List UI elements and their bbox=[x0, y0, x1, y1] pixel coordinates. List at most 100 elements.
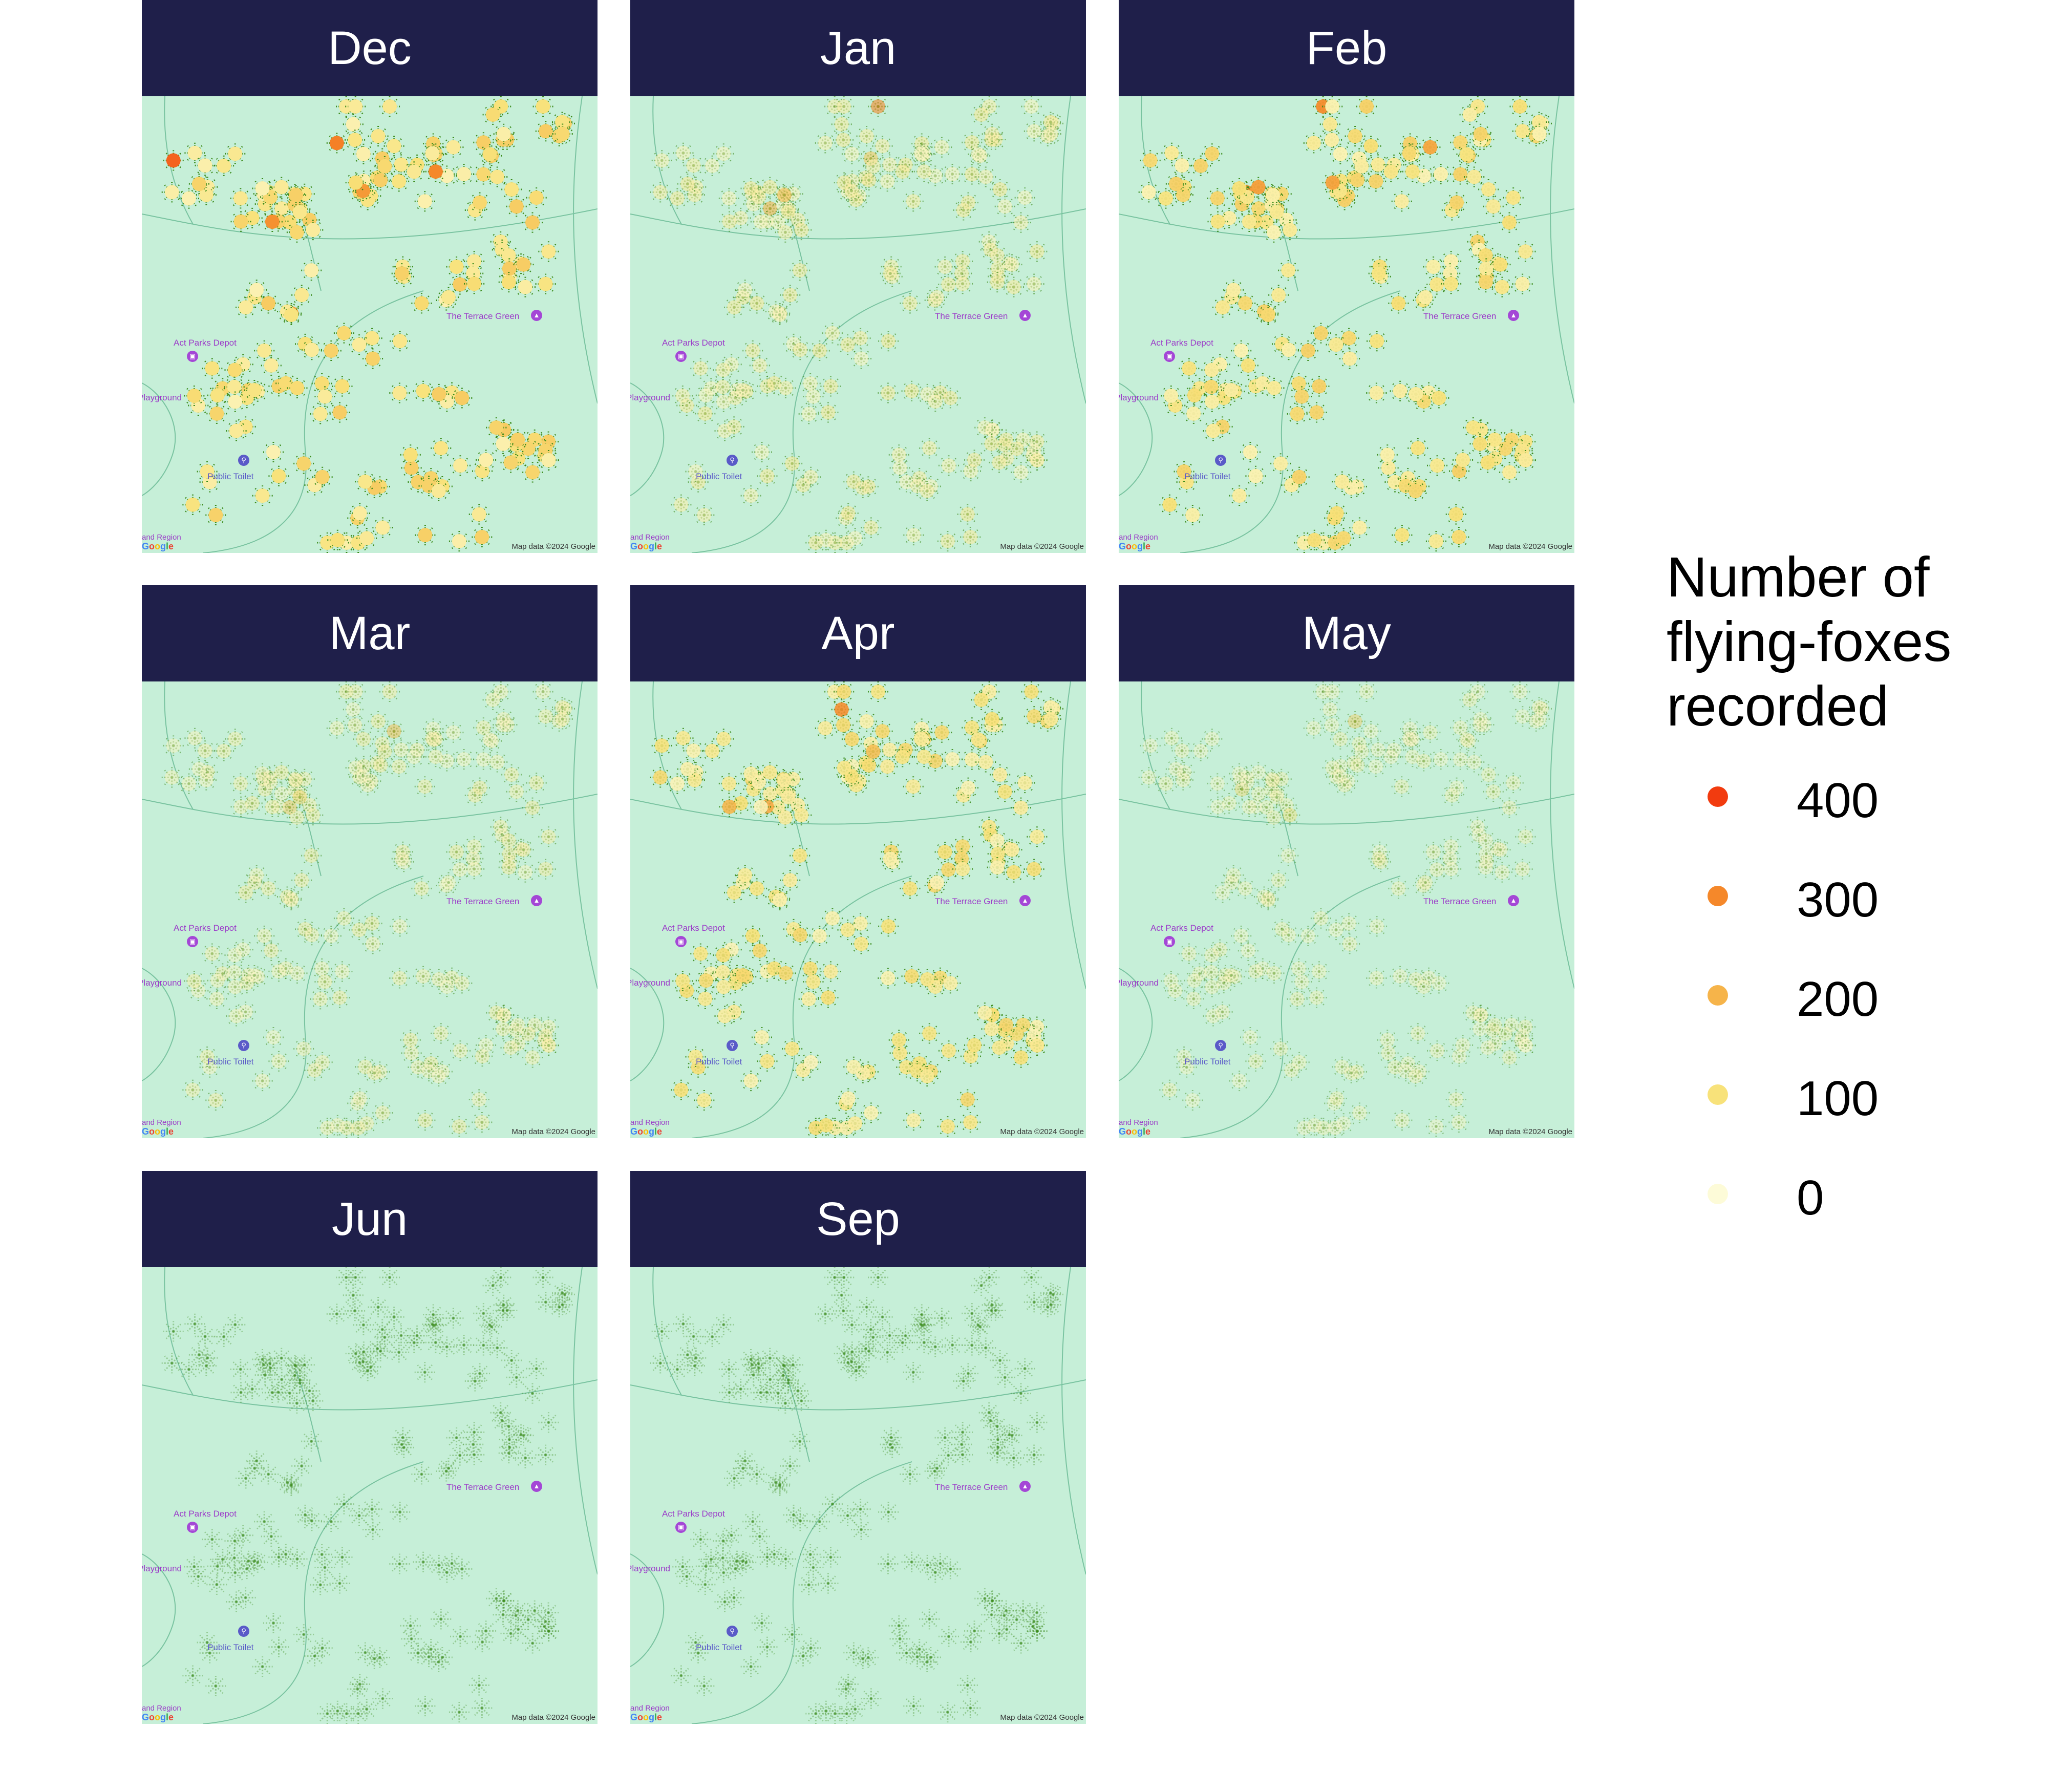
tree-marker bbox=[683, 740, 704, 761]
tree-marker bbox=[1165, 174, 1186, 195]
tree-marker bbox=[831, 114, 852, 135]
tree-marker bbox=[960, 1112, 981, 1133]
tree-marker bbox=[244, 1458, 265, 1479]
tree-marker bbox=[1383, 739, 1404, 760]
tree-marker bbox=[822, 908, 843, 929]
museum-icon: ▣ bbox=[675, 351, 687, 362]
tree-marker bbox=[549, 1296, 570, 1317]
tree-marker bbox=[446, 842, 467, 863]
tree-marker bbox=[732, 379, 753, 400]
tree-marker bbox=[526, 187, 547, 208]
tree-marker bbox=[673, 728, 694, 749]
tree-marker bbox=[952, 273, 973, 294]
tree-marker bbox=[481, 1316, 502, 1337]
tree-marker bbox=[450, 455, 471, 476]
legend-label: 0 bbox=[1797, 1170, 1824, 1225]
tree-marker bbox=[464, 1371, 485, 1392]
tree-marker bbox=[879, 739, 900, 760]
tree-marker bbox=[951, 848, 972, 869]
tree-marker bbox=[778, 202, 799, 223]
tree-marker bbox=[1258, 888, 1279, 909]
tree-marker bbox=[311, 1544, 332, 1565]
place-label-playground: Playground bbox=[630, 978, 671, 988]
tree-marker bbox=[878, 331, 899, 352]
tree-marker bbox=[953, 1371, 974, 1392]
tree-marker bbox=[1512, 1026, 1533, 1047]
tree-marker bbox=[522, 797, 543, 818]
tree-marker bbox=[1155, 773, 1176, 794]
place-label-depot: Act Parks Depot bbox=[1150, 338, 1213, 348]
google-logo: Google bbox=[1119, 541, 1151, 551]
tree-marker bbox=[671, 1665, 692, 1686]
tree-marker bbox=[1027, 1620, 1048, 1641]
tree-marker bbox=[798, 403, 819, 424]
tree-marker bbox=[413, 966, 434, 987]
tree-marker bbox=[838, 1088, 859, 1109]
tree-marker bbox=[834, 1343, 855, 1364]
tree-marker bbox=[1409, 1061, 1430, 1082]
tree-marker bbox=[1484, 1014, 1505, 1035]
tree-marker bbox=[952, 836, 973, 857]
tree-marker bbox=[1263, 222, 1284, 243]
tree-marker bbox=[329, 1573, 350, 1594]
tree-marker bbox=[1509, 681, 1530, 702]
tree-marker bbox=[522, 1047, 543, 1068]
tree-marker bbox=[1239, 797, 1260, 818]
museum-icon: ▣ bbox=[1164, 936, 1175, 947]
tree-marker bbox=[916, 1066, 937, 1087]
place-label-playground: Playground bbox=[142, 978, 182, 988]
tree-marker bbox=[800, 1544, 821, 1565]
tree-marker bbox=[400, 444, 421, 465]
tree-marker bbox=[355, 471, 376, 492]
tree-marker bbox=[498, 1416, 519, 1437]
tree-marker bbox=[1366, 382, 1387, 403]
tree-marker bbox=[184, 142, 205, 163]
tree-marker bbox=[301, 845, 322, 866]
tree-marker bbox=[178, 1359, 199, 1380]
tree-marker bbox=[1338, 328, 1359, 349]
tree-marker bbox=[1262, 769, 1283, 790]
tree-marker bbox=[1309, 376, 1330, 397]
tree-marker bbox=[343, 114, 364, 135]
tree-marker bbox=[252, 1349, 273, 1370]
legend-title: Number of flying-foxes recorded bbox=[1667, 545, 1951, 739]
tree-marker bbox=[401, 1042, 422, 1063]
tree-marker bbox=[279, 212, 300, 233]
tree-marker bbox=[286, 807, 307, 828]
tree-marker bbox=[391, 848, 412, 869]
tree-marker bbox=[713, 359, 734, 380]
tree-marker bbox=[868, 96, 889, 117]
tree-marker bbox=[284, 1365, 305, 1386]
tree-marker bbox=[327, 529, 348, 550]
region-label: and Region bbox=[142, 1704, 181, 1713]
tree-marker bbox=[1388, 878, 1409, 899]
tree-marker bbox=[526, 773, 547, 794]
tree-marker bbox=[271, 177, 292, 198]
tree-marker bbox=[919, 438, 940, 459]
tree-marker bbox=[450, 1626, 471, 1647]
tree-marker bbox=[513, 254, 534, 275]
road bbox=[573, 1267, 598, 1575]
tree-marker bbox=[522, 462, 543, 483]
tree-marker bbox=[1003, 276, 1024, 297]
tree-marker bbox=[1238, 940, 1258, 961]
tree-marker bbox=[1484, 429, 1505, 450]
tree-marker bbox=[1347, 169, 1368, 190]
tree-marker bbox=[713, 976, 734, 997]
tree-marker bbox=[214, 155, 234, 176]
tree-marker bbox=[293, 453, 314, 474]
tree-marker bbox=[1176, 1057, 1197, 1078]
tree-marker bbox=[538, 1035, 559, 1056]
tree-marker bbox=[1184, 970, 1205, 991]
tree-marker bbox=[291, 1456, 312, 1477]
tree-marker bbox=[452, 1559, 473, 1580]
tree-marker bbox=[182, 494, 203, 515]
tree-marker bbox=[878, 968, 899, 989]
tree-marker bbox=[996, 1600, 1017, 1621]
tree-marker bbox=[436, 1336, 457, 1357]
tree-marker bbox=[695, 403, 716, 424]
tree-marker bbox=[757, 465, 778, 486]
tree-marker bbox=[1027, 1412, 1048, 1433]
road bbox=[1272, 783, 1298, 877]
tree-marker bbox=[411, 878, 432, 899]
